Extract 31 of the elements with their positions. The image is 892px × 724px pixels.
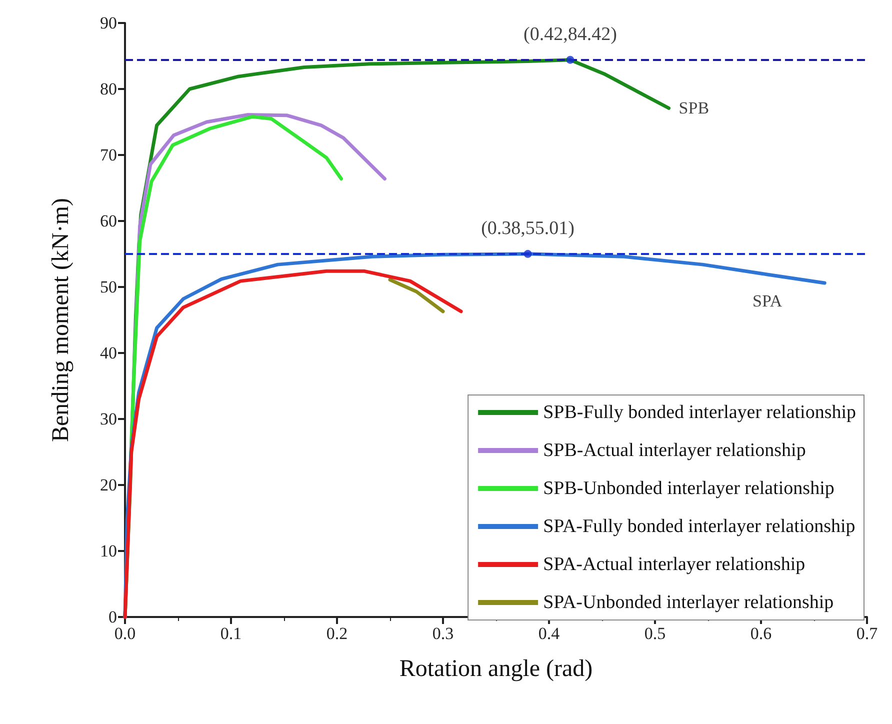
x-tick-label: 0.5	[644, 624, 666, 643]
y-tick-label: 80	[100, 80, 117, 98]
x-tick-label: 0.7	[856, 624, 878, 643]
annotation: SPA	[752, 291, 783, 310]
y-tick-label: 60	[100, 212, 117, 230]
legend-label: SPB-Fully bonded interlayer relationship	[543, 402, 856, 423]
x-tick-label: 0.4	[538, 624, 560, 643]
y-tick-label: 70	[100, 146, 117, 164]
x-tick-label: 0.0	[114, 624, 136, 643]
y-tick-label: 20	[100, 476, 117, 494]
legend-label: SPB-Unbonded interlayer relationship	[543, 478, 834, 499]
data-label: (0.42,84.42)	[523, 24, 617, 45]
legend-label: SPB-Actual interlayer relationship	[543, 440, 806, 461]
line-series	[123, 269, 463, 619]
legend-label: SPA-Fully bonded interlayer relationship	[543, 516, 856, 537]
x-tick-label: 0.1	[220, 624, 242, 643]
y-tick-label: 10	[100, 542, 117, 560]
legend-label: SPA-Unbonded interlayer relationship	[543, 592, 834, 613]
y-tick-label: 40	[100, 344, 117, 362]
legend-label: SPA-Actual interlayer relationship	[543, 554, 806, 575]
x-tick-label: 0.3	[432, 624, 454, 643]
y-tick-label: 90	[100, 14, 117, 32]
y-tick-label: 50	[100, 278, 117, 296]
x-axis-title: Rotation angle (rad)	[399, 656, 593, 682]
data-label: (0.38,55.01)	[481, 218, 575, 239]
x-tick-label: 0.2	[326, 624, 348, 643]
annotation: SPB	[678, 98, 710, 118]
y-tick-label: 0	[108, 608, 117, 626]
x-tick-label: 0.6	[750, 624, 772, 643]
y-axis-title: Bending moment (kN·m)	[48, 198, 74, 442]
y-tick-label: 30	[100, 410, 117, 428]
